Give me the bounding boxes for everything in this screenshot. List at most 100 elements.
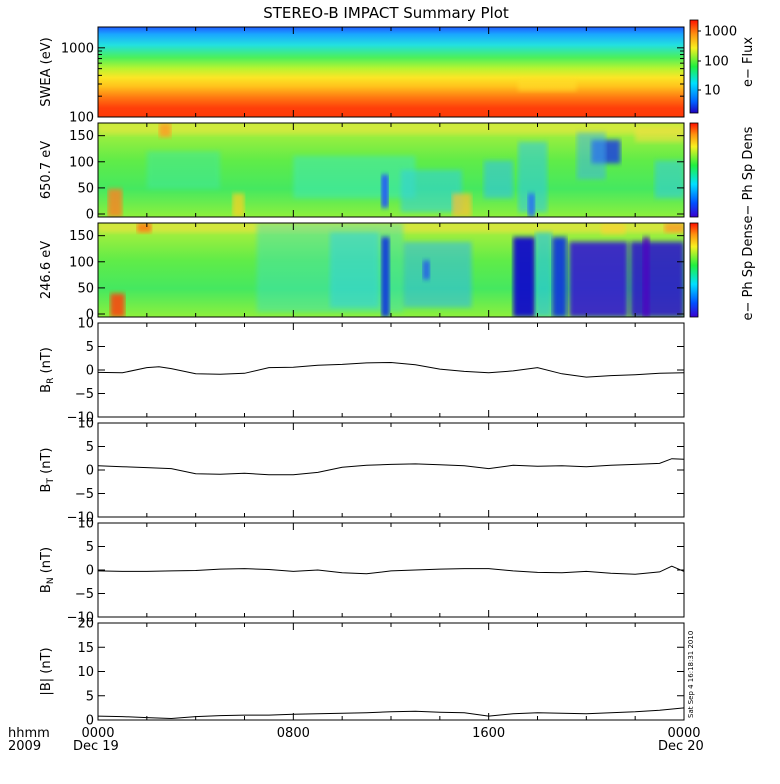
pad650-density-feature bbox=[400, 170, 462, 213]
pad246-density-feature bbox=[569, 241, 628, 317]
x-tick-label: 0800 bbox=[277, 726, 310, 741]
pad650-density-feature bbox=[576, 132, 606, 180]
pad650-density-feature bbox=[381, 174, 389, 208]
swea-flux-field bbox=[98, 27, 684, 117]
start-date-label: Dec 19 bbox=[73, 739, 119, 754]
bn-frame bbox=[97, 522, 685, 618]
swea-colorbar bbox=[689, 19, 699, 114]
br-y-tick-label: 5 bbox=[86, 340, 94, 355]
pad650-density-feature bbox=[232, 193, 245, 217]
bt-y-tick-label: 5 bbox=[86, 440, 94, 455]
pad246-density-feature bbox=[664, 223, 684, 233]
swea-y-tick-label: 100 bbox=[69, 111, 94, 126]
bn-y-tick-label: 10 bbox=[77, 517, 94, 532]
swea-flux-variation bbox=[517, 79, 577, 91]
br-y-tick-label: 10 bbox=[77, 317, 94, 332]
time-format-label: hhmm bbox=[8, 726, 50, 741]
pad650-density-feature bbox=[159, 123, 172, 138]
pad650-density-feature bbox=[452, 193, 472, 217]
bt-y-axis-label: BT (nT) bbox=[39, 448, 56, 493]
bn-y-tick-label: −5 bbox=[75, 587, 94, 602]
br-y-axis-label: BR (nT) bbox=[39, 347, 56, 393]
swea-colorbar-label: e− Flux bbox=[741, 37, 756, 87]
bn-y-axis-label: BN (nT) bbox=[39, 547, 56, 593]
bn-y-tick-label: −10 bbox=[67, 611, 94, 626]
pad246-density-feature bbox=[535, 232, 553, 317]
pad650-y-tick-label: 50 bbox=[77, 181, 94, 196]
pad246-y-tick-label: 50 bbox=[77, 281, 94, 296]
pad650-colorbar-label: e− Ph Sp Dens bbox=[741, 126, 756, 223]
pad246-density-feature bbox=[381, 237, 390, 317]
pad650-y-tick-label: 0 bbox=[86, 208, 94, 223]
pad650-density-feature bbox=[527, 193, 536, 217]
bt-frame bbox=[97, 422, 685, 518]
bt-y-tick-label: 10 bbox=[77, 417, 94, 432]
pad246-density-feature bbox=[137, 223, 152, 233]
pad246-density-feature bbox=[552, 237, 567, 317]
br-frame bbox=[97, 322, 685, 418]
pad650-density-feature bbox=[483, 160, 514, 199]
bn-y-tick-label: 5 bbox=[86, 540, 94, 555]
br-y-tick-label: 0 bbox=[86, 364, 94, 379]
pad246-density-feature bbox=[513, 237, 536, 317]
br-series-line bbox=[97, 361, 685, 378]
pad246-y-tick-label: 100 bbox=[69, 255, 94, 270]
pad246-density-feature bbox=[329, 232, 379, 308]
pad246-density-feature bbox=[403, 241, 472, 308]
pad650-colorbar bbox=[689, 122, 699, 218]
bmag-frame bbox=[97, 622, 685, 721]
bt-y-tick-label: −10 bbox=[67, 511, 94, 526]
pad650-density-feature bbox=[635, 127, 684, 142]
pad246-y-axis-label: 246.6 eV bbox=[39, 241, 54, 299]
swea-spectrogram bbox=[98, 27, 684, 117]
bt-y-tick-label: 0 bbox=[86, 464, 94, 479]
pad650-density-feature bbox=[654, 160, 684, 199]
pad246-density-feature bbox=[630, 241, 684, 317]
bmag-y-axis-label: |B| (nT) bbox=[39, 647, 54, 695]
pad246-y-tick-label: 0 bbox=[86, 308, 94, 323]
pad246-spectrogram bbox=[98, 223, 684, 317]
pad650-y-tick-label: 100 bbox=[69, 155, 94, 170]
x-tick-label: 0000 bbox=[81, 726, 114, 741]
swea-y-axis-label: SWEA (eV) bbox=[39, 37, 54, 106]
end-date-label: Dec 20 bbox=[658, 739, 704, 754]
swea-colorbar-tick-label: 1000 bbox=[704, 25, 737, 40]
pad650-density-feature bbox=[107, 188, 123, 217]
pad246-density-feature bbox=[600, 223, 626, 235]
pad650-spectrogram bbox=[98, 123, 684, 217]
bmag-y-tick-label: 10 bbox=[77, 665, 94, 680]
bn-series-line bbox=[97, 565, 685, 575]
plot-title: STEREO-B IMPACT Summary Plot bbox=[263, 4, 509, 22]
swea-colorbar-tick-label: 100 bbox=[704, 55, 729, 70]
bmag-y-tick-label: 15 bbox=[77, 641, 94, 656]
bmag-y-tick-label: 0 bbox=[86, 714, 94, 729]
x-tick-label: 1600 bbox=[472, 726, 505, 741]
x-tick-label: 0000 bbox=[667, 726, 700, 741]
pad246-density-feature bbox=[422, 260, 431, 280]
bn-y-tick-label: 0 bbox=[86, 564, 94, 579]
swea-colorbar-tick-label: 10 bbox=[704, 84, 721, 99]
bt-y-tick-label: −5 bbox=[75, 487, 94, 502]
pad650-y-axis-label: 650.7 eV bbox=[39, 141, 54, 199]
br-y-tick-label: −10 bbox=[67, 411, 94, 426]
pad650-density-feature bbox=[146, 151, 221, 189]
pad246-colorbar-label: e− Ph Sp Dens bbox=[741, 223, 756, 320]
pad246-density-feature bbox=[642, 237, 650, 317]
pad650-y-tick-label: 150 bbox=[69, 129, 94, 144]
pad650-density-feature bbox=[98, 123, 684, 135]
pad246-density-feature bbox=[110, 293, 125, 317]
bt-series-line bbox=[97, 458, 685, 476]
bmag-y-tick-label: 5 bbox=[86, 689, 94, 704]
pad246-y-tick-label: 150 bbox=[69, 229, 94, 244]
pad246-colorbar bbox=[689, 222, 699, 318]
swea-y-tick-label: 1000 bbox=[61, 41, 94, 56]
spectrogram-layer bbox=[98, 27, 684, 317]
br-y-tick-label: −5 bbox=[75, 387, 94, 402]
timestamp-label: Sat Sep 4 16:18:31 2010 bbox=[687, 631, 695, 718]
pad650-density-feature bbox=[293, 155, 416, 199]
year-label: 2009 bbox=[8, 739, 41, 754]
bmag-y-tick-label: 20 bbox=[77, 617, 94, 632]
